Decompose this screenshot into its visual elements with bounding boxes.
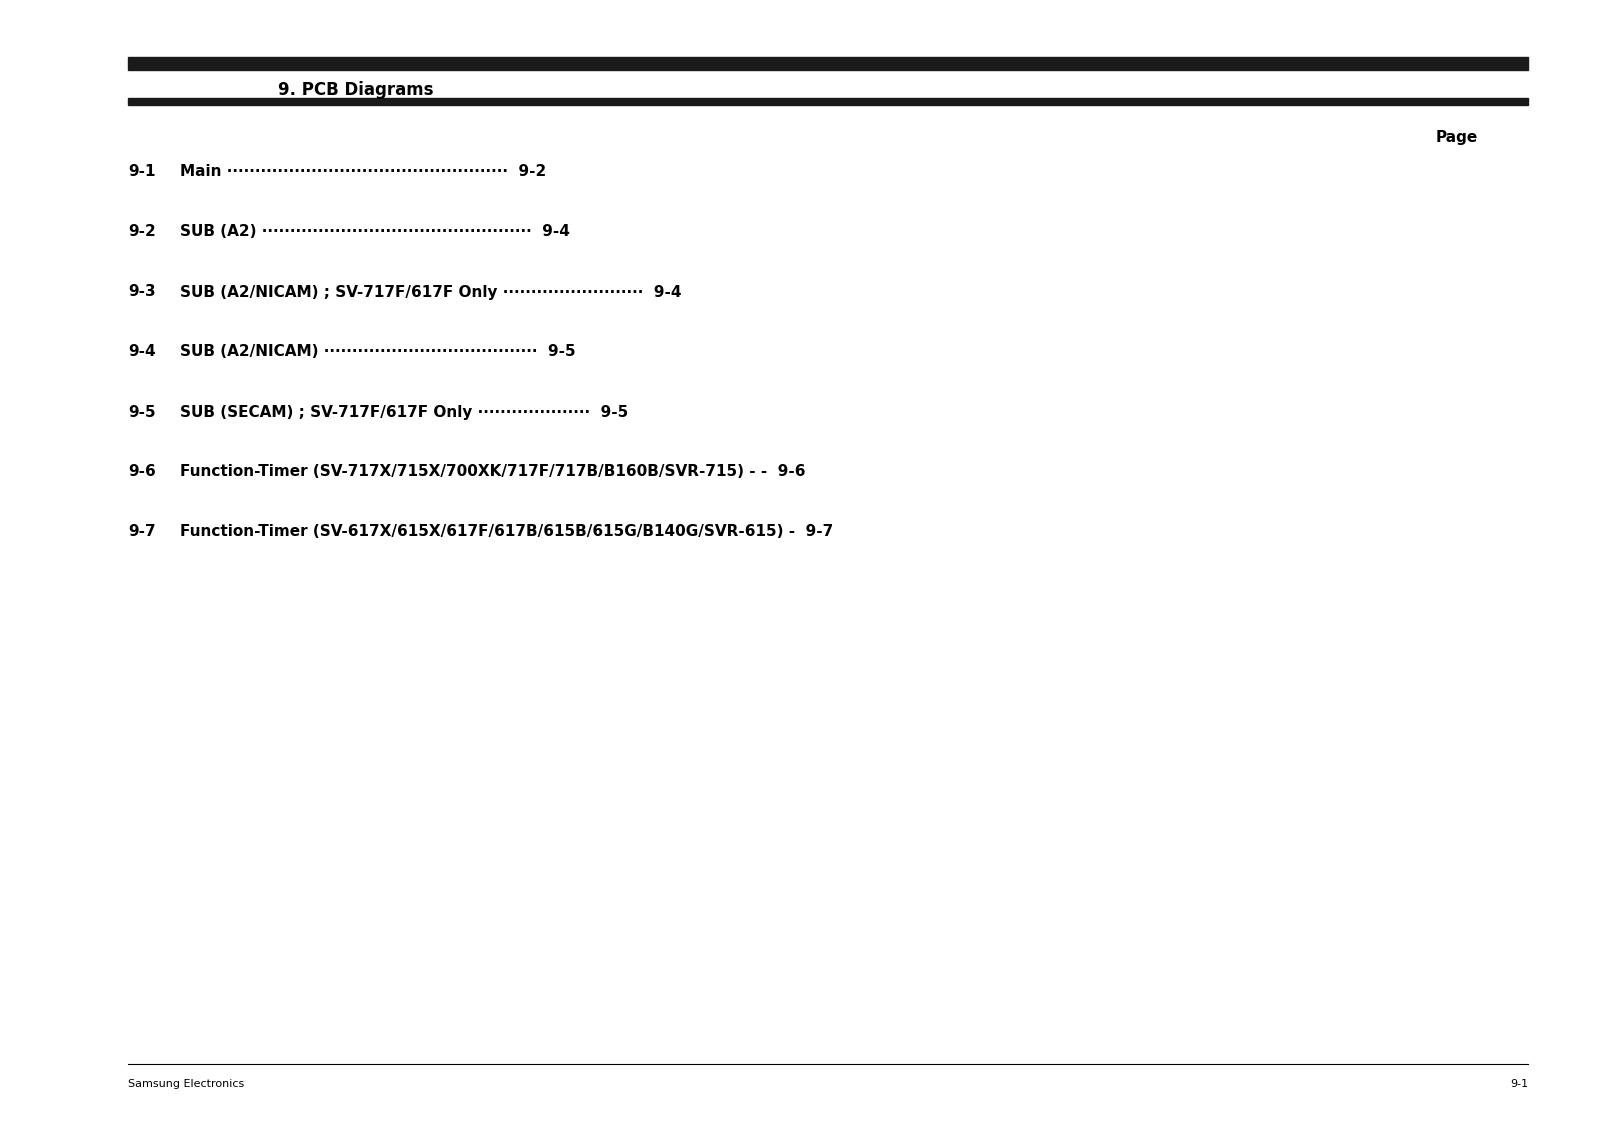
- Text: Samsung Electronics: Samsung Electronics: [128, 1079, 245, 1089]
- Text: Page: Page: [1435, 129, 1478, 145]
- Bar: [128, 57, 1528, 70]
- Text: 9-2: 9-2: [128, 224, 155, 240]
- Text: SUB (A2/NICAM) ; SV-717F/617F Only ·························  9-4: SUB (A2/NICAM) ; SV-717F/617F Only ·····…: [179, 284, 682, 300]
- Text: 9-7: 9-7: [128, 524, 155, 540]
- Text: 9-6: 9-6: [128, 464, 155, 480]
- Text: 9-5: 9-5: [128, 404, 155, 420]
- Text: Main ··················································  9-2: Main ···································…: [179, 164, 546, 180]
- Text: SUB (A2) ················································  9-4: SUB (A2) ·······························…: [179, 224, 570, 240]
- Text: 9. PCB Diagrams: 9. PCB Diagrams: [278, 82, 434, 98]
- Text: SUB (A2/NICAM) ······································  9-5: SUB (A2/NICAM) ·························…: [179, 344, 576, 360]
- Text: SUB (SECAM) ; SV-717F/617F Only ····················  9-5: SUB (SECAM) ; SV-717F/617F Only ········…: [179, 404, 629, 420]
- Text: 9-1: 9-1: [128, 164, 155, 180]
- Text: 9-4: 9-4: [128, 344, 155, 360]
- Text: Function-Timer (SV-717X/715X/700XK/717F/717B/B160B/SVR-715) - -  9-6: Function-Timer (SV-717X/715X/700XK/717F/…: [179, 464, 805, 480]
- Text: 9-1: 9-1: [1510, 1079, 1528, 1089]
- Bar: [128, 98, 1528, 105]
- Text: Function-Timer (SV-617X/615X/617F/617B/615B/615G/B140G/SVR-615) -  9-7: Function-Timer (SV-617X/615X/617F/617B/6…: [179, 524, 834, 540]
- Text: 9-3: 9-3: [128, 284, 155, 300]
